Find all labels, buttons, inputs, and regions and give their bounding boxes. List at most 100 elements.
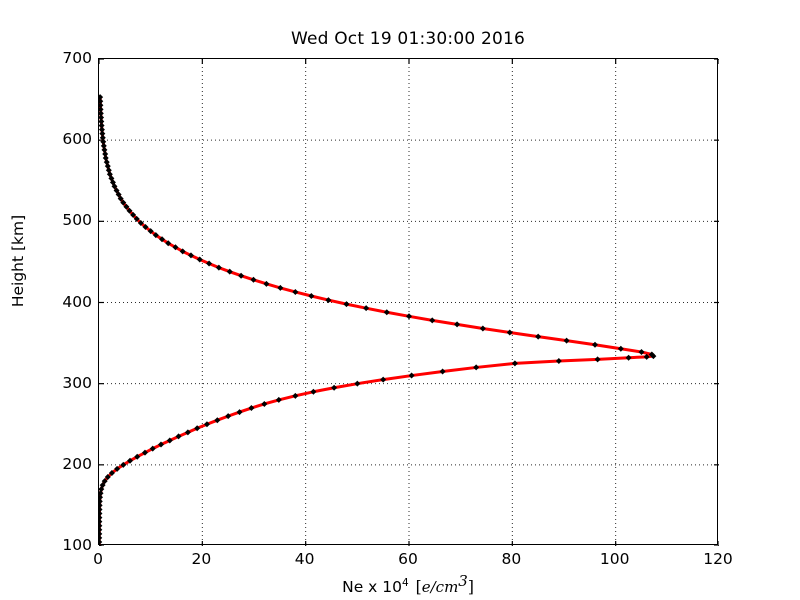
data-point-marker — [643, 353, 650, 360]
x-tick-label: 40 — [294, 550, 315, 568]
data-point-marker — [126, 207, 133, 214]
chart-title: Wed Oct 19 01:30:00 2016 — [290, 29, 526, 49]
data-point-marker — [99, 530, 103, 537]
data-point-marker — [308, 293, 315, 300]
data-point-marker — [187, 252, 194, 259]
data-point-marker — [102, 155, 109, 162]
data-point-marker — [172, 244, 179, 251]
data-point-marker — [292, 288, 299, 295]
data-point-marker — [250, 276, 257, 283]
data-point-marker — [439, 368, 446, 375]
data-point-marker — [117, 195, 124, 202]
x-axis-label-exponent: 4 — [401, 577, 409, 589]
y-tick-label: 700 — [62, 49, 92, 67]
x-axis-label-lead: Ne x 10 — [342, 578, 402, 597]
data-point-marker — [99, 490, 104, 497]
data-point-marker — [238, 272, 245, 279]
data-point-marker — [137, 219, 144, 226]
data-point-marker — [196, 256, 203, 263]
data-point-marker — [184, 429, 191, 436]
data-point-marker — [214, 417, 221, 424]
data-point-marker — [343, 301, 350, 308]
data-point-marker — [106, 171, 113, 178]
x-axis-label-close-bracket: ] — [467, 578, 474, 597]
data-point-marker — [113, 187, 120, 194]
data-point-marker — [99, 126, 105, 133]
data-point-marker — [102, 150, 109, 157]
data-point-marker — [473, 364, 480, 371]
x-tick-label: 80 — [501, 550, 522, 568]
data-point-marker — [429, 317, 436, 324]
data-point-marker — [206, 260, 213, 267]
data-point-marker — [123, 203, 130, 210]
data-point-marker — [215, 264, 222, 271]
data-point-marker — [101, 478, 108, 485]
data-point-marker — [563, 337, 570, 344]
data-point-marker — [310, 388, 317, 395]
data-point-marker — [236, 409, 243, 416]
data-point-marker — [141, 449, 148, 456]
data-point-marker — [175, 433, 182, 440]
data-point-marker — [479, 325, 486, 332]
data-point-marker — [120, 461, 127, 468]
data-point-marker — [130, 211, 137, 218]
data-point-marker — [104, 163, 111, 170]
data-point-marker — [592, 341, 598, 348]
data-point-marker — [108, 469, 115, 476]
data-point-marker — [99, 522, 103, 529]
data-point-marker — [383, 309, 390, 316]
data-point-marker — [363, 305, 370, 312]
data-point-marker — [225, 413, 232, 420]
data-point-marker — [263, 280, 270, 287]
data-point-marker — [104, 474, 111, 481]
data-point-marker — [99, 130, 106, 137]
y-tick-label: 600 — [62, 130, 92, 149]
data-point-marker — [99, 486, 105, 493]
data-point-marker — [100, 142, 107, 149]
x-tick-label: 120 — [703, 550, 733, 568]
x-axis-label-open-bracket: [ — [415, 578, 422, 597]
data-line-ne-profile — [99, 95, 655, 546]
data-point-marker — [408, 372, 415, 379]
data-point-marker — [380, 376, 387, 383]
data-point-marker — [354, 380, 361, 387]
data-point-marker — [617, 345, 624, 352]
data-point-marker — [99, 94, 104, 101]
data-point-marker — [149, 445, 156, 452]
data-point-marker — [248, 405, 255, 412]
data-point-marker — [203, 421, 210, 428]
gridlines — [99, 59, 719, 546]
data-point-marker — [159, 236, 166, 243]
data-point-marker — [99, 122, 105, 129]
x-axis-label-units-exponent: 3 — [458, 572, 468, 590]
data-point-marker — [511, 360, 518, 367]
data-point-marker — [101, 146, 108, 153]
data-point-marker — [506, 329, 513, 336]
plot-svg — [99, 59, 719, 546]
data-point-marker — [454, 321, 461, 328]
x-tick-label: 60 — [398, 550, 418, 568]
data-point-marker — [625, 354, 632, 361]
x-axis-label: Ne x 104 [e/cm3] — [98, 572, 718, 596]
data-point-marker — [99, 534, 103, 541]
data-point-marker — [99, 526, 103, 533]
y-axis-label: Height [km] — [9, 214, 27, 308]
data-point-marker — [179, 248, 186, 255]
data-point-marker — [109, 179, 116, 186]
data-point-marker — [292, 392, 299, 399]
data-point-marker — [103, 159, 110, 166]
data-point-marker — [99, 118, 105, 125]
data-point-marker — [638, 349, 645, 356]
data-point-marker — [152, 232, 159, 239]
data-point-marker — [99, 482, 106, 489]
data-point-marker — [194, 425, 201, 432]
data-point-marker — [406, 313, 412, 320]
data-point-marker — [99, 134, 106, 141]
data-point-marker — [535, 333, 542, 340]
x-tick-label: 0 — [93, 550, 103, 568]
y-tick-label: 400 — [62, 292, 92, 311]
data-point-marker — [325, 297, 332, 304]
data-point-marker — [166, 437, 173, 444]
data-point-marker — [100, 138, 107, 145]
